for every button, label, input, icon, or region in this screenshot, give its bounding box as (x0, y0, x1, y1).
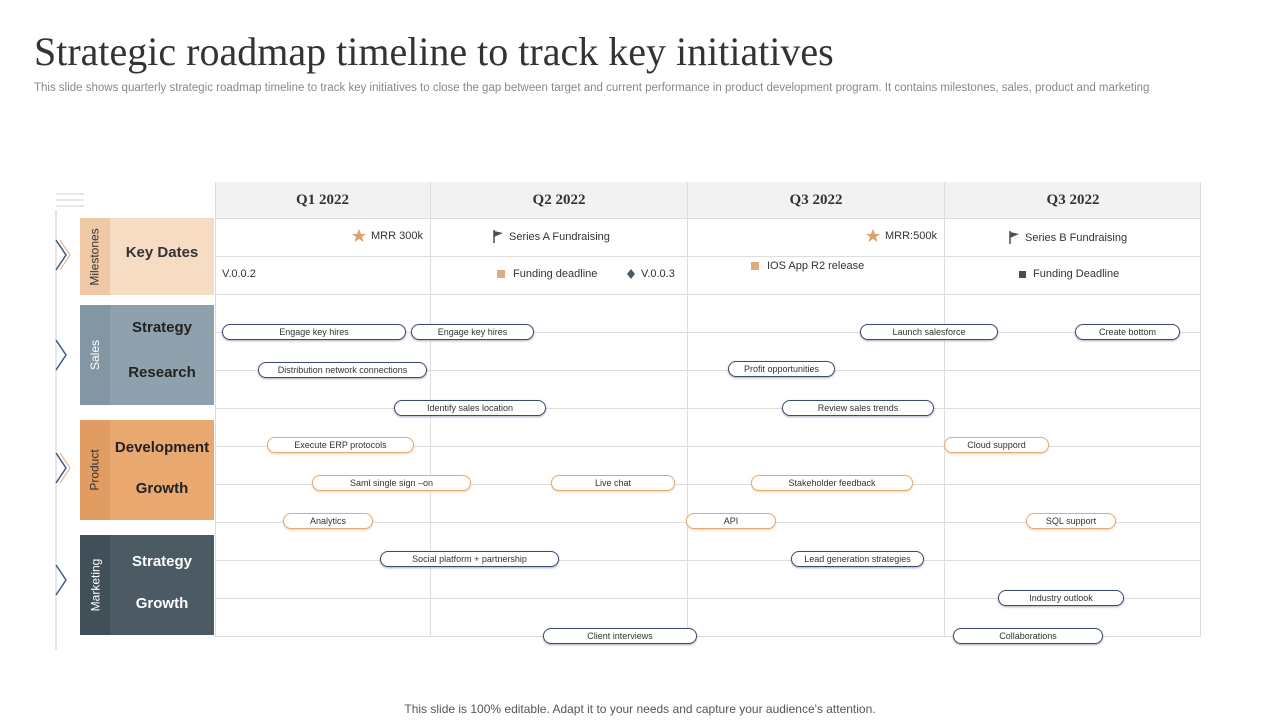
decor (55, 193, 84, 650)
task-pill: Live chat (551, 475, 675, 491)
section: Marketing (80, 535, 214, 635)
milestone: Funding deadline (496, 268, 597, 280)
grid (687, 182, 688, 636)
milestone: MRR:500k (866, 229, 937, 243)
section: Sales (80, 305, 214, 405)
row-label: Growth (135, 480, 189, 497)
grid (215, 256, 1201, 257)
quarter: Q2 2022 (431, 182, 687, 218)
task-pill: Create bottom (1075, 324, 1180, 340)
task-pill: Launch salesforce (860, 324, 998, 340)
task-pill: Distribution network connections (258, 362, 427, 378)
row-label: Research (128, 364, 196, 381)
grid (944, 182, 945, 636)
row-label: Strategy (131, 319, 193, 336)
section: Milestones (80, 218, 214, 295)
task-pill: Cloud suppord (944, 437, 1049, 453)
task-pill: Execute ERP protocols (267, 437, 414, 453)
grid (215, 370, 1201, 371)
task-pill: Profit opportunities (728, 361, 835, 377)
milestone: V.0.0.2 (222, 268, 256, 280)
subtitle: This slide shows quarterly strategic roa… (34, 82, 1150, 94)
task-pill: Collaborations (953, 628, 1103, 644)
section-label: Product (88, 449, 103, 491)
grid (1200, 182, 1201, 636)
row-label: Strategy (131, 553, 193, 570)
grid (215, 560, 1201, 561)
grid (215, 446, 1201, 447)
task-pill: API (686, 513, 776, 529)
milestone: Series B Fundraising (1008, 231, 1127, 244)
title: Strategic roadmap timeline to track key … (34, 29, 834, 74)
milestone: Funding Deadline (1018, 268, 1119, 280)
task-pill: Lead generation strategies (791, 551, 924, 567)
grid (215, 182, 216, 636)
task-pill: Client interviews (543, 628, 697, 644)
grid (215, 598, 1201, 599)
milestone: Series A Fundraising (492, 230, 610, 243)
task-pill: Industry outlook (998, 590, 1124, 606)
task-pill: Review sales trends (782, 400, 934, 416)
section: Product (80, 420, 214, 520)
task-pill: Saml single sign –on (312, 475, 471, 491)
quarter: Q3 2022 (688, 182, 944, 218)
task-pill: Engage key hires (222, 324, 406, 340)
task-pill: Social platform + partnership (380, 551, 559, 567)
grid (215, 636, 1201, 637)
section-label: Sales (88, 339, 102, 371)
grid (215, 332, 1201, 333)
section-label: Milestones (88, 227, 103, 286)
row-label: Key Dates (125, 244, 199, 261)
task-pill: Analytics (283, 513, 373, 529)
grid (215, 218, 1201, 219)
grid (215, 408, 1201, 409)
milestone: V.0.0.3 (626, 268, 675, 280)
task-pill: Identify sales location (394, 400, 546, 416)
footer: This slide is 100% editable. Adapt it to… (404, 702, 876, 716)
quarter: Q1 2022 (215, 182, 430, 218)
milestone: MRR 300k (352, 229, 423, 243)
section-label: Marketing (88, 558, 102, 612)
task-pill: SQL support (1026, 513, 1116, 529)
row-label: Development (114, 439, 210, 456)
quarter: Q3 2022 (945, 182, 1201, 218)
milestone: IOS App R2 release (750, 260, 864, 272)
grid (215, 294, 1201, 295)
row-label: Growth (135, 595, 189, 612)
task-pill: Engage key hires (411, 324, 534, 340)
task-pill: Stakeholder feedback (751, 475, 913, 491)
grid (215, 484, 1201, 485)
